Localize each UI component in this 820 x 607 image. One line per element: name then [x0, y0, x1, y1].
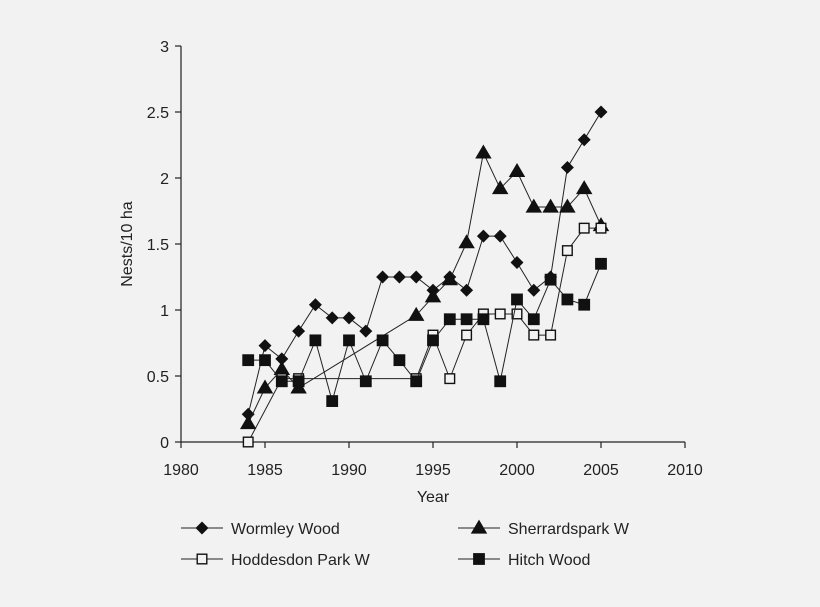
- legend-item: Hoddesdon Park W: [181, 552, 371, 569]
- data-point-diamond: [359, 324, 373, 338]
- data-point-diamond: [594, 105, 608, 119]
- data-point-square-filled: [343, 334, 355, 347]
- legend-label: Sherrardspark W: [508, 521, 630, 538]
- data-point-triangle: [273, 361, 291, 375]
- data-point-triangle: [525, 198, 543, 213]
- data-point-square-filled: [393, 354, 406, 367]
- legend: Wormley Wood Sherrardspark W Hoddesdon Par…: [181, 519, 630, 569]
- data-point-triangle: [508, 163, 526, 178]
- y-tick-label: 2: [160, 171, 169, 188]
- y-tick-label: 0.5: [147, 369, 169, 386]
- legend-label: Wormley Wood: [231, 521, 340, 538]
- data-point-triangle: [575, 180, 593, 195]
- data-point-square-filled: [494, 375, 507, 388]
- x-tick-label: 1980: [163, 462, 199, 479]
- axes: 1980 1985 1990 1995 2000 2005 2010 0 0.5 1 1.5 2 2.5…: [119, 39, 703, 506]
- x-tick-label: 1985: [247, 462, 283, 479]
- data-point-square-open: [461, 329, 473, 341]
- data-point-square-filled: [460, 313, 473, 326]
- x-tick-label: 2000: [499, 462, 535, 479]
- data-point-diamond: [308, 298, 322, 312]
- data-point-square-filled: [561, 293, 574, 306]
- x-tick-label: 1995: [415, 462, 451, 479]
- series-wormley-wood: [241, 105, 608, 421]
- x-tick-label: 1990: [331, 462, 367, 479]
- data-point-triangle: [256, 379, 274, 394]
- y-tick-label: 1.5: [147, 237, 169, 254]
- data-point-triangle: [458, 234, 475, 249]
- data-point-square-filled: [427, 334, 439, 347]
- data-point-square-open: [196, 553, 208, 565]
- data-point-square-filled: [443, 313, 456, 326]
- x-tick-label: 2010: [667, 462, 703, 479]
- data-point-square-filled: [376, 334, 389, 347]
- data-point-square-filled: [511, 293, 523, 306]
- data-point-square-open: [578, 222, 590, 234]
- x-axis-title: Year: [417, 489, 450, 506]
- data-point-square-filled: [242, 354, 255, 367]
- data-point-square-open: [561, 245, 573, 257]
- data-point-diamond: [460, 283, 474, 297]
- legend-label: Hoddesdon Park W: [231, 552, 371, 569]
- data-point-diamond: [342, 311, 356, 325]
- data-point-square-filled: [477, 313, 490, 326]
- data-point-diamond: [577, 133, 591, 147]
- legend-item: Sherrardspark W: [458, 519, 630, 538]
- data-point-square-filled: [578, 298, 591, 311]
- data-point-square-filled: [275, 375, 288, 388]
- y-axis-title: Nests/10 ha: [119, 201, 136, 286]
- data-point-square-open: [528, 329, 540, 341]
- data-point-diamond: [325, 311, 339, 325]
- data-point-square-open: [595, 222, 607, 234]
- data-point-square-filled: [309, 334, 322, 347]
- data-point-diamond: [392, 270, 406, 284]
- data-point-square-filled: [595, 257, 607, 270]
- legend-item: Wormley Wood: [181, 521, 340, 538]
- data-point-triangle: [407, 306, 425, 321]
- x-tick-label: 2005: [583, 462, 619, 479]
- data-point-square-open: [494, 308, 506, 320]
- data-point-triangle: [559, 198, 576, 213]
- y-tick-label: 0: [160, 435, 169, 452]
- data-point-square-filled: [292, 375, 305, 388]
- data-point-diamond: [409, 270, 423, 284]
- data-point-square-filled: [527, 313, 540, 326]
- data-point-triangle: [239, 415, 257, 430]
- legend-label: Hitch Wood: [508, 552, 590, 569]
- series-hitch-wood: [242, 257, 607, 407]
- data-point-square-open: [242, 436, 254, 448]
- data-point-square-filled: [410, 375, 423, 388]
- data-point-square-filled: [359, 375, 372, 388]
- data-point-square-open: [545, 329, 557, 341]
- data-point-square-open: [444, 373, 456, 385]
- data-point-square-open: [511, 308, 523, 320]
- y-tick-label: 1: [160, 303, 169, 320]
- series-line: [248, 263, 602, 403]
- data-point-triangle: [441, 271, 459, 286]
- data-point-square-filled: [544, 273, 557, 286]
- y-tick-label: 2.5: [147, 105, 169, 122]
- data-point-triangle: [424, 288, 442, 303]
- data-point-diamond: [376, 270, 390, 284]
- legend-item: Hitch Wood: [458, 552, 590, 569]
- data-point-triangle: [542, 198, 559, 213]
- data-point-diamond: [510, 255, 524, 269]
- data-point-triangle: [470, 519, 488, 534]
- data-point-diamond: [476, 229, 490, 243]
- series-line: [247, 111, 602, 415]
- series-layer: [239, 105, 610, 448]
- data-point-triangle: [475, 144, 492, 159]
- data-point-square-filled: [473, 553, 485, 565]
- data-point-square-filled: [259, 354, 271, 367]
- y-tick-label: 3: [160, 39, 169, 56]
- data-point-square-filled: [326, 395, 339, 407]
- data-point-diamond: [195, 521, 209, 535]
- data-point-diamond: [493, 229, 507, 243]
- data-point-diamond: [560, 160, 574, 174]
- data-point-diamond: [292, 324, 306, 338]
- data-point-triangle: [491, 180, 509, 195]
- data-point-diamond: [258, 339, 272, 353]
- data-point-diamond: [527, 283, 541, 297]
